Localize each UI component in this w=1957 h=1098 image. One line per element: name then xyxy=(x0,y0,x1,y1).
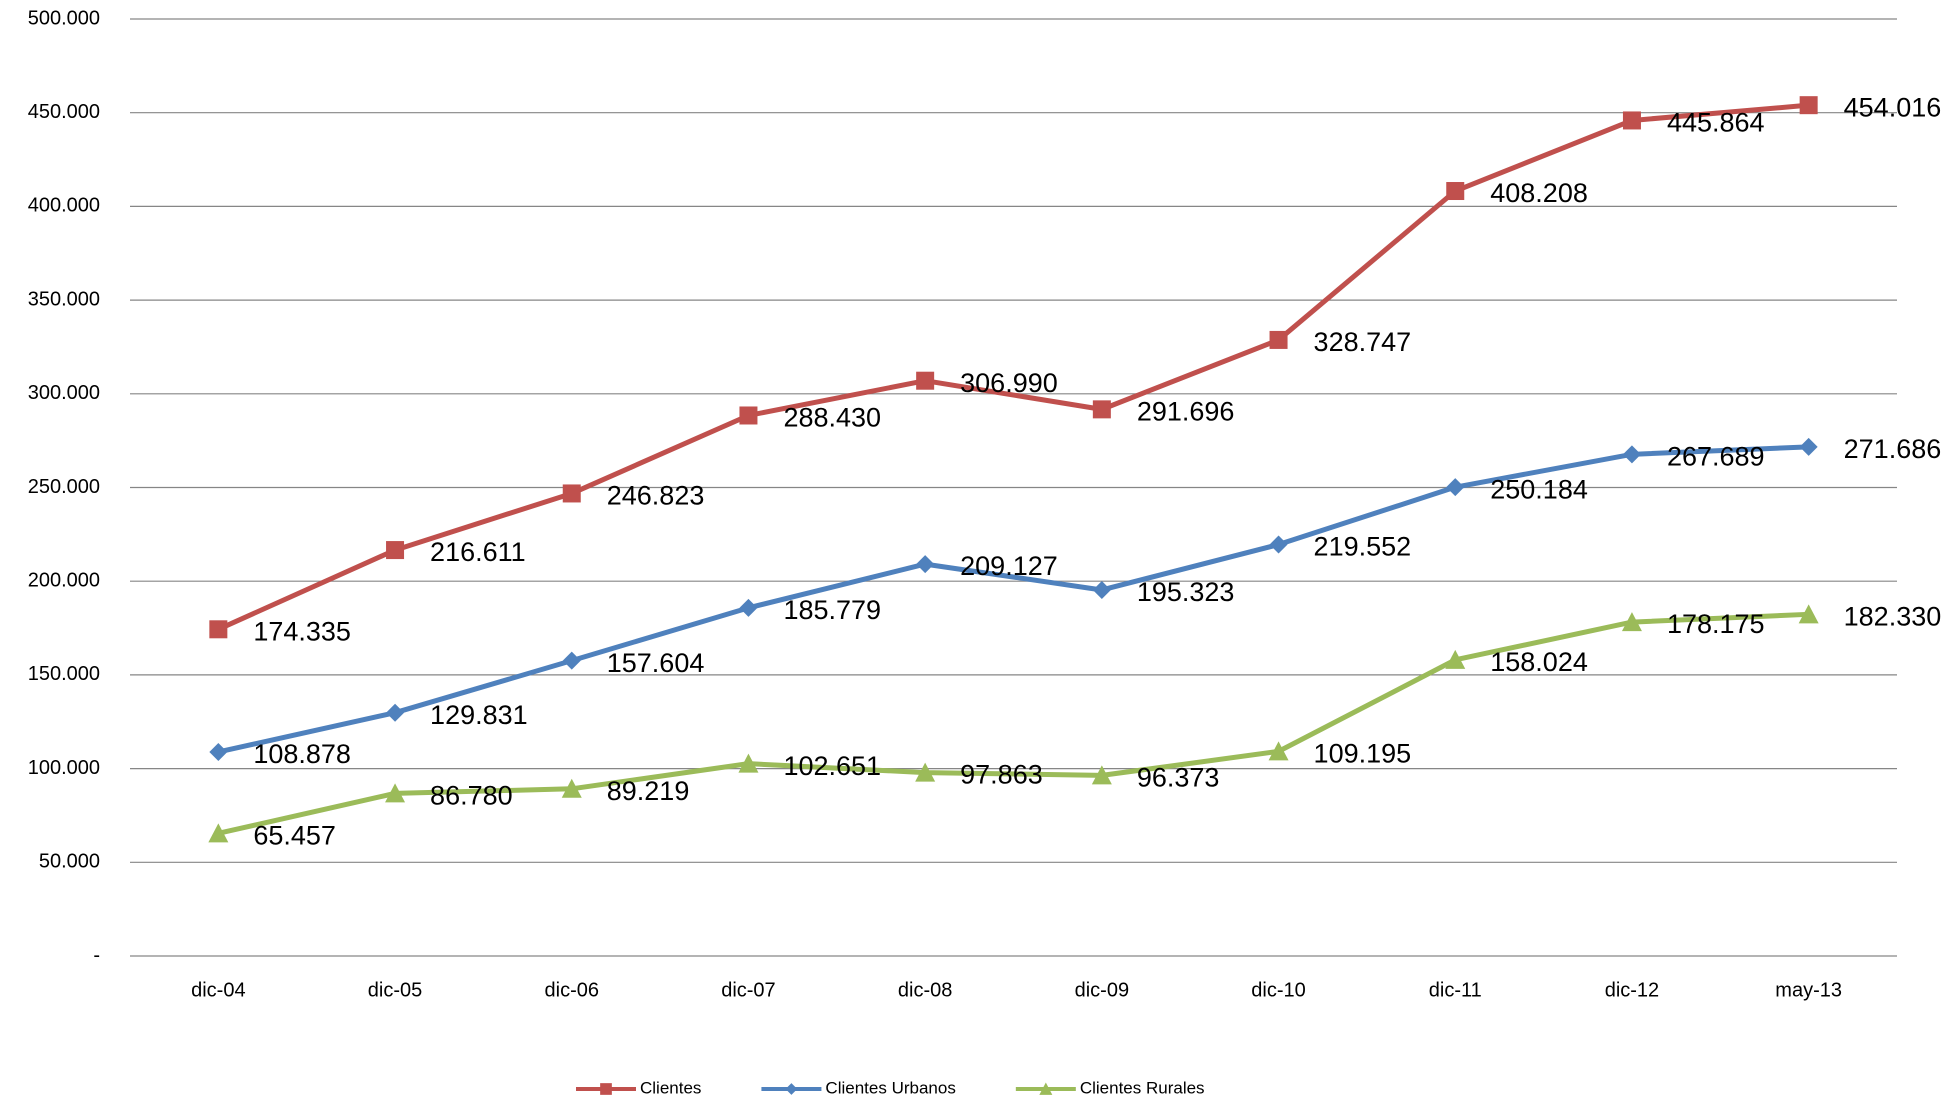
data-label: 96.373 xyxy=(1137,763,1220,793)
x-tick-label: dic-07 xyxy=(721,979,775,1001)
x-tick-label: dic-11 xyxy=(1429,979,1482,1001)
data-point xyxy=(1798,604,1819,624)
data-label: 97.863 xyxy=(960,760,1043,790)
data-point xyxy=(1622,445,1641,464)
data-label: 288.430 xyxy=(783,403,881,433)
data-label: 182.330 xyxy=(1844,601,1942,631)
legend-marker xyxy=(785,1083,798,1095)
data-label: 89.219 xyxy=(607,776,690,806)
data-point xyxy=(209,742,228,761)
series-line xyxy=(217,444,1809,755)
y-tick-label: 450.000 xyxy=(28,101,100,123)
x-tick-label: dic-05 xyxy=(368,979,422,1001)
y-tick-label: 500.000 xyxy=(28,7,100,29)
data-point xyxy=(916,555,935,574)
data-label: 158.024 xyxy=(1490,647,1588,677)
data-point xyxy=(739,406,758,425)
y-tick-label: 100.000 xyxy=(28,757,100,779)
data-point xyxy=(209,620,228,639)
data-point xyxy=(739,598,758,617)
data-label: 454.016 xyxy=(1844,92,1942,122)
data-label: 216.611 xyxy=(430,537,526,567)
data-point xyxy=(562,484,581,503)
data-label: 65.457 xyxy=(253,820,336,850)
y-tick-label: 200.000 xyxy=(28,569,100,591)
data-label: 174.335 xyxy=(253,616,351,646)
series-line xyxy=(217,102,1809,632)
y-tick-label: 350.000 xyxy=(28,288,100,310)
data-label: 246.823 xyxy=(607,481,705,511)
data-point xyxy=(738,753,759,773)
data-label: 129.831 xyxy=(430,700,528,730)
data-point xyxy=(1446,478,1465,497)
legend-marker xyxy=(600,1083,612,1095)
data-label: 271.686 xyxy=(1844,434,1942,464)
data-point xyxy=(385,783,406,803)
legend-marker xyxy=(1039,1082,1053,1095)
data-point xyxy=(1092,400,1111,419)
data-label: 86.780 xyxy=(430,780,513,810)
data-point xyxy=(1091,765,1112,785)
data-label: 408.208 xyxy=(1490,178,1588,208)
x-tick-label: dic-04 xyxy=(191,979,245,1001)
data-label: 250.184 xyxy=(1490,474,1588,504)
data-point xyxy=(1622,111,1641,130)
x-tick-label: may-13 xyxy=(1775,979,1842,1001)
y-tick-label: 400.000 xyxy=(28,195,100,217)
data-point xyxy=(915,762,936,782)
data-label: 109.195 xyxy=(1314,738,1412,768)
legend-label: Clientes Rurales xyxy=(1080,1078,1205,1097)
data-point xyxy=(386,703,405,722)
y-tick-label: 300.000 xyxy=(28,382,100,404)
data-point xyxy=(1269,535,1288,554)
data-point xyxy=(386,541,405,560)
data-point xyxy=(1799,437,1818,456)
data-point xyxy=(1268,741,1289,761)
data-point xyxy=(1092,580,1111,599)
x-tick-label: dic-10 xyxy=(1251,979,1305,1001)
data-label: 209.127 xyxy=(960,551,1058,581)
data-point xyxy=(1799,96,1818,115)
data-label: 219.552 xyxy=(1314,532,1412,562)
legend-label: Clientes xyxy=(640,1078,701,1097)
x-tick-label: dic-12 xyxy=(1605,979,1659,1001)
y-tick-label: 250.000 xyxy=(28,476,100,498)
data-point xyxy=(562,651,581,670)
data-label: 328.747 xyxy=(1314,327,1412,357)
x-tick-label: dic-09 xyxy=(1075,979,1129,1001)
legend-label: Clientes Urbanos xyxy=(825,1078,955,1097)
data-point xyxy=(208,823,229,843)
data-point xyxy=(916,371,935,390)
x-tick-label: dic-06 xyxy=(545,979,599,1001)
data-label: 157.604 xyxy=(607,648,705,678)
data-label: 445.864 xyxy=(1667,108,1765,138)
y-tick-label: 150.000 xyxy=(28,663,100,685)
data-label: 306.990 xyxy=(960,368,1058,398)
y-tick-label: - xyxy=(93,944,100,966)
data-point xyxy=(1446,182,1465,201)
data-label: 291.696 xyxy=(1137,396,1235,426)
data-label: 185.779 xyxy=(783,595,881,625)
data-label: 102.651 xyxy=(783,751,881,781)
data-point xyxy=(561,778,582,798)
data-point xyxy=(1621,612,1642,632)
y-tick-label: 50.000 xyxy=(39,851,100,873)
data-point xyxy=(1445,649,1466,669)
data-label: 267.689 xyxy=(1667,441,1765,471)
series-line xyxy=(217,611,1809,836)
x-tick-label: dic-08 xyxy=(898,979,952,1001)
data-label: 108.878 xyxy=(253,739,351,769)
data-point xyxy=(1269,330,1288,349)
data-label: 195.323 xyxy=(1137,577,1235,607)
data-label: 178.175 xyxy=(1667,609,1765,639)
